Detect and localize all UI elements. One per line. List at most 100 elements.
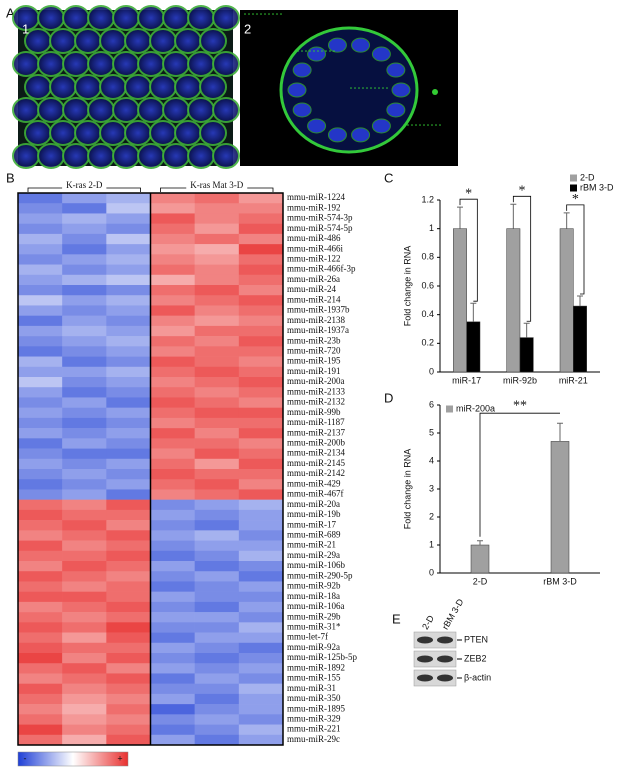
heatmap-cell (18, 469, 63, 480)
heatmap-cell (106, 264, 151, 276)
heatmap-cell (194, 591, 240, 603)
cell (137, 51, 165, 77)
row-label: mmu-miR-125b-5p (287, 652, 357, 662)
y-tick-label: 0.2 (421, 338, 434, 348)
cell (24, 120, 52, 146)
heatmap-cell (238, 714, 284, 725)
heatmap-cell (194, 438, 240, 449)
heatmap-cell (18, 254, 63, 265)
cell (74, 74, 102, 100)
heatmap-cell (194, 601, 240, 613)
heatmap-cell (194, 264, 240, 276)
row-label: mmu-miR-195 (287, 356, 341, 366)
heatmap-cell (106, 448, 151, 460)
row-label: mmu-miR-720 (287, 346, 341, 356)
heatmap-cell (194, 683, 240, 695)
speck (374, 87, 376, 89)
heatmap-cell (238, 612, 284, 623)
row-label: mmu-let-7f (287, 632, 328, 642)
heatmap-cell (106, 407, 151, 419)
speck (419, 124, 421, 126)
heatmap-cell (62, 213, 107, 224)
heatmap-cell (150, 315, 195, 327)
row-label: mmu-miR-106a (287, 601, 345, 611)
heatmap-cell (18, 356, 63, 368)
heatmap-cell (106, 469, 151, 480)
row-label: mmu-miR-214 (287, 294, 341, 304)
heatmap-cell (150, 336, 195, 347)
heatmap-cell (194, 448, 240, 460)
heatmap-cell (150, 489, 195, 500)
heatmap-cell (62, 377, 107, 388)
annotation: ** (513, 398, 527, 413)
heatmap-cell (150, 622, 195, 633)
speck (256, 13, 258, 15)
speck (411, 124, 413, 126)
row-label: mmu-miR-574-3p (287, 213, 353, 223)
heatmap-cell (18, 612, 63, 623)
heatmap-cell (106, 601, 151, 613)
x-tick-label: rBM 3-D (543, 576, 577, 586)
heatmap-cell (18, 244, 63, 255)
row-label: mmu-miR-17 (287, 519, 336, 529)
heatmap-cell (194, 203, 240, 214)
bar (453, 228, 467, 373)
heatmap-cell (62, 489, 107, 500)
heatmap-cell (194, 489, 240, 500)
heatmap-cell (62, 458, 107, 470)
heatmap-cell (62, 397, 107, 408)
heatmap-cell (194, 458, 240, 470)
cell (112, 51, 140, 77)
band-label: PTEN (464, 634, 488, 644)
heatmap-cell (62, 203, 107, 214)
row-label: mmu-miR-92a (287, 642, 340, 652)
speck (435, 124, 437, 126)
cell (187, 97, 215, 123)
heatmap-cell (194, 509, 240, 521)
heatmap-cell (62, 509, 107, 521)
heatmap-cell (150, 438, 195, 449)
row-label: mmu-miR-1892 (287, 662, 345, 672)
heatmap-cell (194, 653, 240, 664)
row-label: mmu-miR-1937a (287, 325, 349, 335)
cell (137, 143, 165, 169)
panel-label: E (392, 611, 401, 626)
heatmap-cell (18, 366, 63, 378)
heatmap-cell (18, 223, 63, 235)
nucleus (307, 46, 327, 62)
speck (305, 50, 307, 52)
heatmap-cell (150, 724, 195, 736)
heatmap-cell (238, 213, 284, 224)
row-label: mmu-miR-1187 (287, 417, 345, 427)
heatmap-cell (18, 509, 63, 521)
heatmap-cell (194, 469, 240, 480)
row-label: mmu-miR-689 (287, 530, 341, 540)
heatmap-cell (18, 591, 63, 603)
heatmap-cell (238, 285, 284, 296)
heatmap-cell (106, 663, 151, 674)
row-label: mmu-miR-192 (287, 202, 341, 212)
error-bar (510, 203, 517, 229)
heatmap-cell (106, 550, 151, 562)
row-label: mmu-miR-1895 (287, 703, 345, 713)
heatmap-cell (194, 520, 240, 531)
heatmap-cell (194, 530, 240, 541)
image-label: 2 (244, 21, 251, 36)
heatmap-cell (238, 520, 284, 531)
heatmap-cell (106, 632, 151, 644)
heatmap-cell (150, 203, 195, 214)
x-tick-label: miR-92b (503, 375, 537, 385)
speck (272, 13, 274, 15)
heatmap-cell (150, 540, 195, 552)
speck (317, 50, 319, 52)
heatmap-cell (18, 622, 63, 633)
heatmap-cell (18, 285, 63, 296)
y-tick-label: 1.2 (421, 194, 434, 204)
row-label: mmu-miR-1224 (287, 192, 345, 202)
legend-label: miR-200a (456, 403, 495, 413)
legend-swatch (570, 184, 577, 192)
band-label: β-actin (464, 672, 491, 682)
blot-band (417, 636, 433, 644)
heatmap-cell (18, 693, 63, 705)
heatmap-cell (194, 295, 240, 306)
